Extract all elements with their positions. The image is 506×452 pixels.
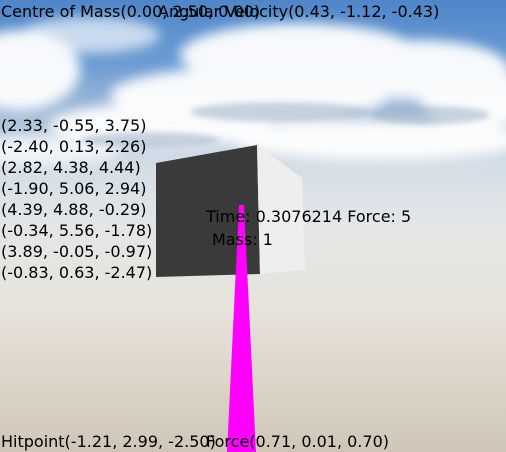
vertex-list: (2.33, -0.55, 3.75) (-2.40, 0.13, 2.26) … [1,115,152,283]
angular-velocity-readout: Angular Velocity(0.43, -1.12, -0.43) [158,2,440,21]
centre-of-mass-readout: Centre of Mass(0.00, 2.50, 0.00) [1,2,261,21]
force-vector-readout: Force(0.71, 0.01, 0.70) [206,432,389,451]
cloud-shadows [80,102,490,148]
vertex-coordinate: (-2.40, 0.13, 2.26) [1,137,147,156]
cube-dark-face [156,145,260,277]
cube-light-face [257,145,305,274]
vertex-coordinate: (-1.90, 5.06, 2.94) [1,179,147,198]
hitpoint-readout: Hitpoint(-1.21, 2.99, -2.50) [1,432,216,451]
mass-readout: Mass: 1 [212,230,273,249]
vertex-coordinate: (2.82, 4.38, 4.44) [1,158,141,177]
time-force-readout: Time: 0.3076214 Force: 5 [206,207,412,226]
vertex-coordinate: (-0.83, 0.63, -2.47) [1,263,153,282]
vertex-coordinate: (4.39, 4.88, -0.29) [1,200,147,219]
vertex-coordinate: (-0.34, 5.56, -1.78) [1,221,153,240]
force-ray [227,205,256,452]
vertex-coordinate: (2.33, -0.55, 3.75) [1,116,147,135]
cube[interactable] [156,145,305,277]
vertex-coordinate: (3.89, -0.05, -0.97) [1,242,153,261]
